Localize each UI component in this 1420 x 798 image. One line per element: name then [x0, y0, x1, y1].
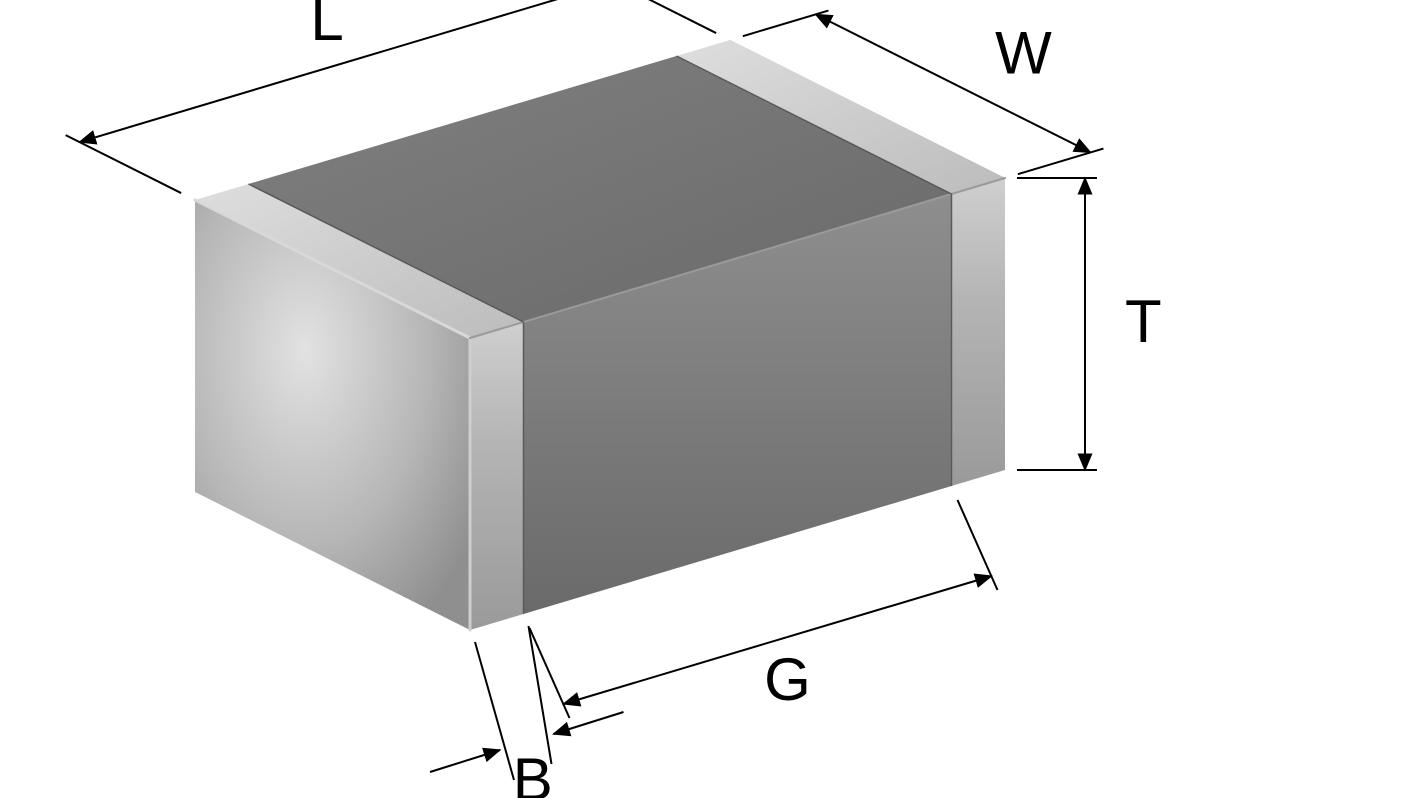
component-diagram: L W T G B [0, 0, 1420, 798]
dim-label-T: T [1125, 288, 1162, 355]
dim-label-L: L [310, 0, 343, 53]
dim-label-G: G [764, 646, 811, 713]
smd-component [195, 40, 1005, 630]
dim-label-W: W [995, 19, 1052, 86]
dim-label-B: B [513, 746, 553, 798]
